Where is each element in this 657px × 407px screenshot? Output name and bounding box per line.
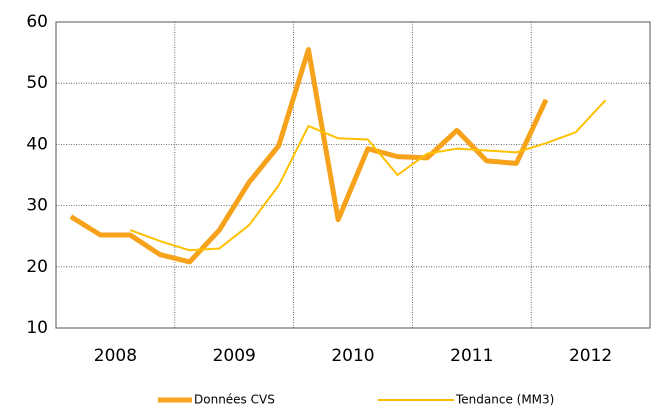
series-line (129, 99, 607, 252)
x-tick-label: 2012 (569, 346, 612, 366)
legend-label: Tendance (MM3) (455, 393, 554, 407)
y-tick-label: 10 (26, 318, 48, 338)
series-line (69, 47, 549, 265)
x-tick-label: 2009 (213, 346, 256, 366)
x-tick-label: 2011 (450, 346, 493, 366)
y-tick-label: 20 (26, 257, 48, 277)
y-tick-label: 50 (26, 73, 48, 93)
plot-border (55, 21, 651, 329)
y-tick-label: 30 (26, 196, 48, 216)
y-tick-label: 40 (26, 134, 48, 154)
x-tick-label: 2010 (331, 346, 374, 366)
legend-label: Données CVS (194, 393, 275, 407)
x-tick-label: 2008 (94, 346, 137, 366)
y-tick-label: 60 (26, 12, 48, 32)
